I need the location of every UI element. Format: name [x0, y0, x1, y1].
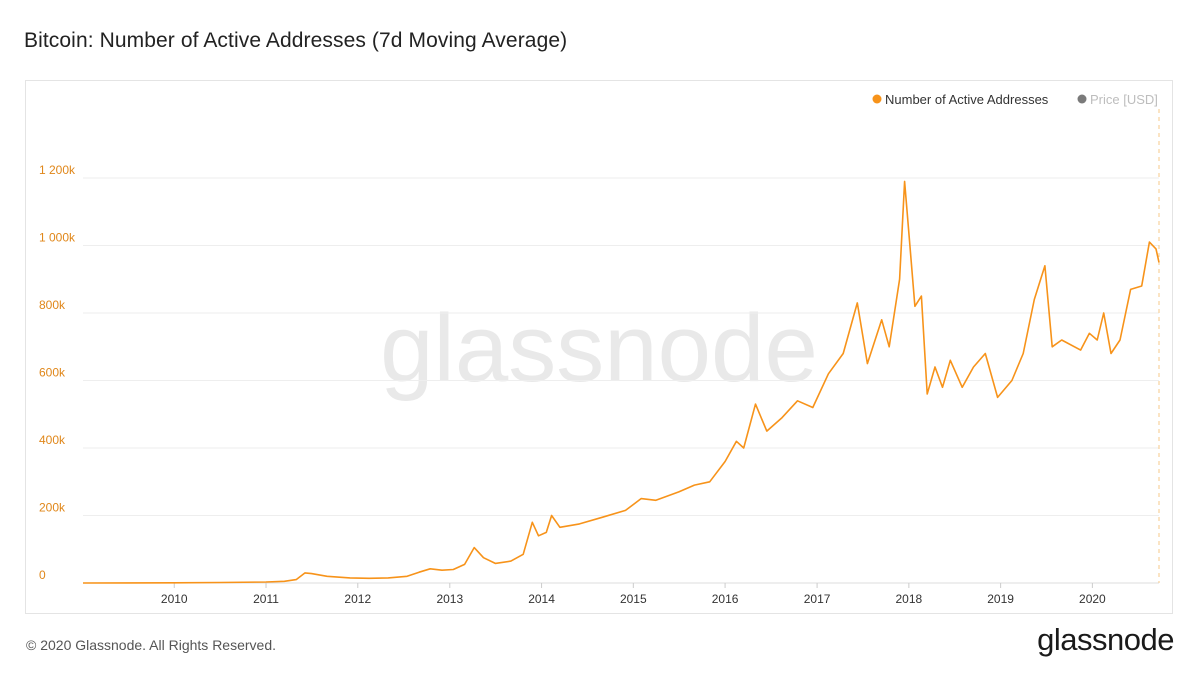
- copyright-footer: © 2020 Glassnode. All Rights Reserved.: [26, 637, 277, 653]
- legend-item-active-addresses[interactable]: Number of Active Addresses: [872, 92, 1049, 107]
- x-tick-label: 2020: [1079, 592, 1106, 606]
- x-tick-label: 2016: [712, 592, 739, 606]
- x-tick-label: 2012: [344, 592, 371, 606]
- y-tick-label: 1 000k: [39, 231, 76, 245]
- series-line-active-addresses: [82, 180, 1160, 584]
- x-tick-label: 2015: [620, 592, 647, 606]
- x-tick-label: 2013: [436, 592, 463, 606]
- watermark-text: glassnode: [380, 295, 818, 402]
- x-tick-label: 2010: [161, 592, 188, 606]
- y-tick-label: 400k: [39, 433, 66, 447]
- y-tick-label: 1 200k: [39, 163, 76, 177]
- y-tick-label: 600k: [39, 366, 66, 380]
- legend-label-active-addresses: Number of Active Addresses: [885, 92, 1049, 107]
- legend-marker-price: [1077, 94, 1087, 104]
- x-tick-label: 2017: [804, 592, 831, 606]
- chart-frame: glassnode 0 200k 400k 600k 800k 1 000k 1 200k …: [25, 80, 1173, 614]
- x-tick-label: 2019: [987, 592, 1014, 606]
- x-tick-label: 2014: [528, 592, 555, 606]
- legend-marker-active-addresses: [872, 94, 882, 104]
- y-tick-label: 0: [39, 568, 46, 582]
- x-axis: 2010 2011 2012 2013 2014 2015 2016 2017 2018 2019…: [161, 583, 1106, 606]
- legend: Number of Active Addresses Price [USD]: [872, 92, 1158, 107]
- x-tick-label: 2011: [253, 592, 279, 606]
- brand-logo[interactable]: glassnode: [1037, 622, 1174, 657]
- y-tick-label: 200k: [39, 501, 66, 515]
- y-axis-labels: 0 200k 400k 600k 800k 1 000k 1 200k: [39, 163, 76, 582]
- grid-lines: [83, 177, 1159, 584]
- y-tick-label: 800k: [39, 298, 66, 312]
- legend-item-price[interactable]: Price [USD]: [1077, 92, 1158, 107]
- legend-label-price: Price [USD]: [1090, 92, 1158, 107]
- x-tick-label: 2018: [896, 592, 923, 606]
- chart-title: Bitcoin: Number of Active Addresses (7d …: [24, 29, 568, 52]
